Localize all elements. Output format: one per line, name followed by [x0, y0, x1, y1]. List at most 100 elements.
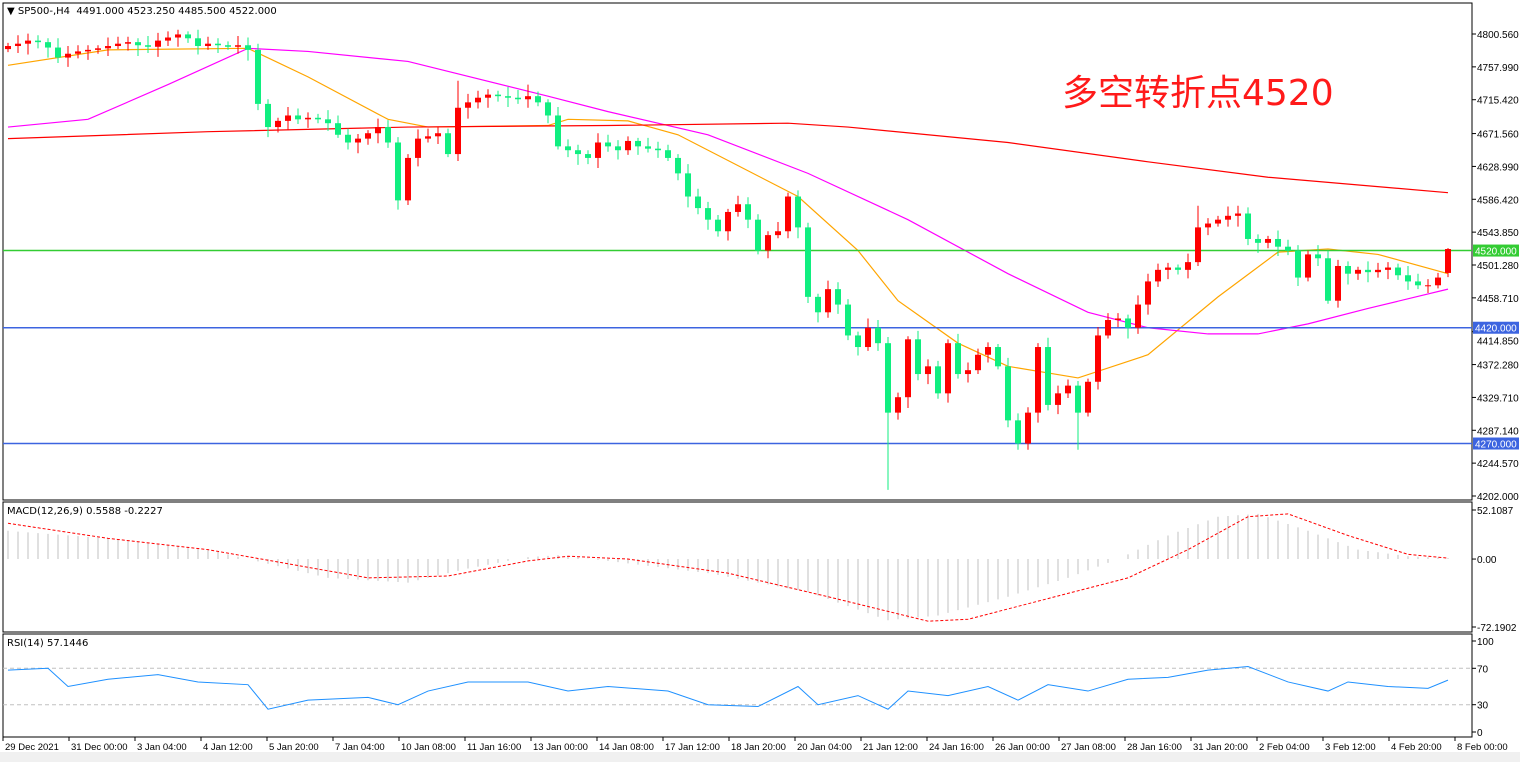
candle-body	[1265, 238, 1271, 243]
candle-body	[1345, 265, 1351, 274]
candle	[345, 128, 351, 150]
candle	[1025, 407, 1031, 450]
candle	[1415, 273, 1421, 290]
candle	[855, 331, 861, 356]
candle-body	[1215, 219, 1221, 224]
candle	[825, 280, 831, 318]
candle	[145, 35, 151, 53]
candle-body	[255, 49, 261, 104]
candle-body	[855, 335, 861, 348]
time-tick-label: 4 Jan 12:00	[203, 742, 253, 753]
candle-body	[475, 97, 481, 103]
candle	[45, 38, 51, 58]
collapse-triangle-icon[interactable]: ▼	[7, 6, 15, 17]
main-pane	[2, 2, 1473, 501]
candle	[135, 38, 141, 57]
candle	[65, 46, 71, 67]
time-tick-label: 3 Feb 12:00	[1325, 742, 1376, 753]
candle	[535, 91, 541, 107]
candle	[1265, 235, 1271, 249]
candle-body	[1225, 215, 1231, 220]
candle-body	[75, 51, 81, 54]
candle-body	[1125, 318, 1131, 328]
candle-body	[405, 157, 411, 201]
candle-body	[1065, 385, 1071, 394]
candle-body	[535, 96, 541, 103]
candle-body	[1175, 267, 1181, 270]
candle-body	[105, 46, 111, 49]
price-tick-label: 4628.990	[1477, 162, 1519, 173]
level-price-tag	[1473, 321, 1519, 334]
candle-body	[335, 123, 341, 135]
candle	[285, 106, 291, 131]
time-tick-label: 29 Dec 2021	[5, 742, 59, 753]
candle-body	[15, 43, 21, 47]
candle	[15, 35, 21, 53]
candle-body	[625, 140, 631, 151]
candle	[1275, 230, 1281, 256]
candle	[435, 127, 441, 145]
candle-body	[315, 117, 321, 120]
time-tick-label: 13 Jan 00:00	[533, 742, 588, 753]
candle	[1235, 205, 1241, 227]
candle	[195, 29, 201, 55]
candle	[265, 99, 271, 138]
candle	[445, 128, 451, 158]
candle-body	[725, 211, 731, 232]
rsi-tick-label: 30	[1477, 701, 1489, 712]
price-tick-label: 4244.570	[1477, 459, 1519, 470]
candle-body	[515, 97, 521, 100]
candle	[845, 299, 851, 341]
time-tick-label: 20 Jan 04:00	[797, 742, 852, 753]
price-tick-label: 4757.990	[1477, 63, 1519, 74]
price-tick-label: 4372.280	[1477, 361, 1519, 372]
candle	[185, 31, 191, 43]
candle	[785, 192, 791, 239]
candle-body	[1115, 318, 1121, 321]
candle-body	[175, 34, 181, 38]
candle-body	[1335, 265, 1341, 301]
candle	[335, 115, 341, 138]
candle	[165, 31, 171, 47]
candle-body	[525, 96, 531, 100]
candle	[865, 318, 871, 351]
candle-body	[845, 304, 851, 336]
candle	[765, 231, 771, 259]
candle	[415, 129, 421, 167]
candle-body	[25, 40, 31, 44]
candle	[605, 134, 611, 152]
candle-body	[685, 173, 691, 197]
candle-body	[1435, 277, 1441, 286]
symbol-label: SP500-,H4	[17, 6, 71, 17]
candle-body	[305, 117, 311, 120]
candle	[1445, 248, 1451, 278]
candle-body	[745, 204, 751, 220]
price-tick-label: 4800.560	[1477, 30, 1519, 41]
candle-body	[1395, 267, 1401, 276]
time-tick-label: 26 Jan 00:00	[995, 742, 1050, 753]
candle-body	[1445, 249, 1451, 273]
candle	[315, 113, 321, 124]
candle	[495, 90, 501, 102]
candle-body	[55, 47, 61, 58]
candle	[1125, 314, 1131, 339]
candle-body	[875, 327, 881, 344]
candle	[365, 130, 371, 145]
price-tick-label: 4671.560	[1477, 130, 1519, 141]
candle	[85, 45, 91, 60]
candle-body	[1135, 304, 1141, 328]
candle	[1405, 265, 1411, 290]
candle	[795, 190, 801, 239]
candle	[1435, 272, 1441, 289]
candle-body	[45, 42, 51, 48]
candle	[1225, 206, 1231, 227]
candle	[205, 36, 211, 50]
candle	[225, 41, 231, 50]
time-tick-label: 21 Jan 12:00	[863, 742, 918, 753]
candle	[915, 330, 921, 381]
candle	[405, 154, 411, 206]
candle	[685, 164, 691, 208]
candle-body	[695, 196, 701, 209]
candle-body	[1295, 250, 1301, 278]
